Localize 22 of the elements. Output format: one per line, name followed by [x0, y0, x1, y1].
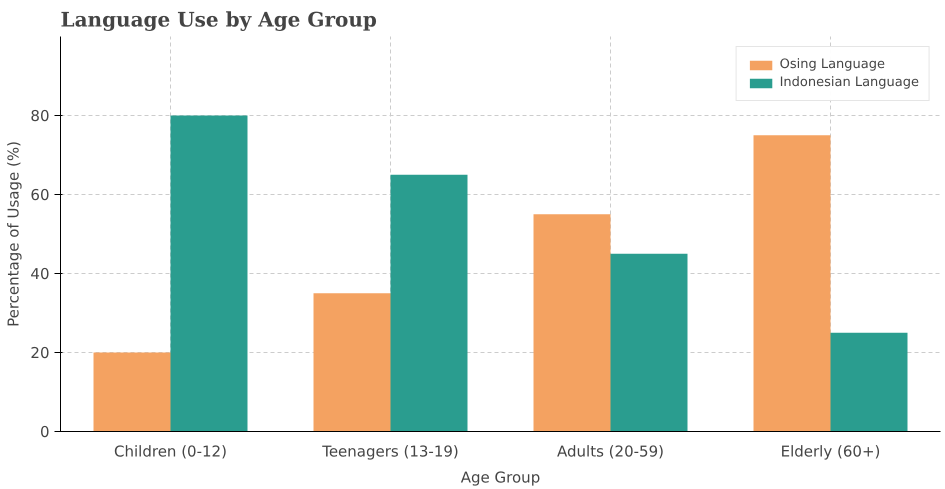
x-tick-label: Teenagers (13-19): [321, 442, 459, 460]
y-tick-label: 40: [30, 265, 50, 283]
chart-title: Language Use by Age Group: [60, 8, 377, 32]
bar: [754, 135, 830, 432]
y-tick-label: 0: [40, 423, 50, 441]
y-axis-title: Percentage of Usage (%): [4, 141, 22, 327]
y-tick-label: 20: [30, 344, 50, 362]
bar: [830, 332, 908, 432]
x-tick-label: Adults (20-59): [557, 442, 664, 460]
legend-label: Indonesian Language: [780, 75, 919, 90]
x-axis-title: Age Group: [460, 468, 540, 486]
bar: [534, 214, 610, 432]
y-tick-label: 60: [30, 186, 50, 204]
x-tick-label: Children (0-12): [114, 442, 227, 460]
bar: [170, 116, 248, 432]
y-tick-label: 80: [30, 107, 50, 125]
bar: [610, 254, 688, 432]
legend-label: Osing Language: [780, 57, 885, 72]
bar: [94, 352, 170, 432]
x-tick-label: Elderly (60+): [780, 442, 880, 460]
bar: [390, 174, 468, 432]
bar: [314, 293, 390, 432]
